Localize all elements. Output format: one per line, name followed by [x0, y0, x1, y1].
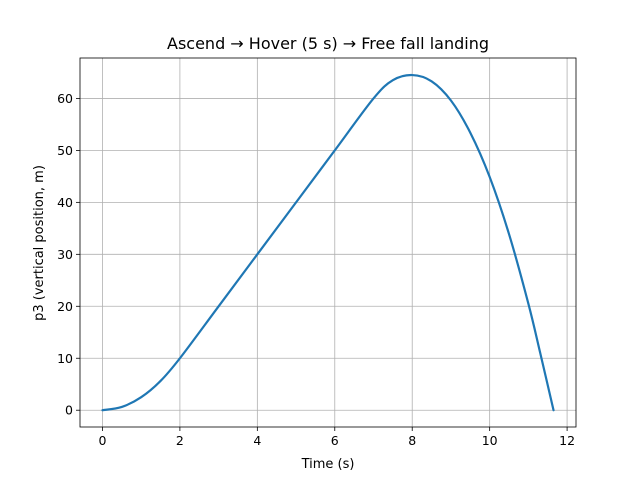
- grid-layer: [80, 58, 576, 427]
- y-tick-label: 60: [57, 91, 73, 106]
- series-layer: [101, 73, 555, 412]
- y-tick-label: 20: [57, 299, 73, 314]
- y-ticks: 0 10 20 30 40 50 60: [57, 91, 80, 418]
- x-tick-label: 2: [176, 433, 184, 448]
- y-tick-label: 50: [57, 143, 73, 158]
- y-tick-label: 30: [57, 247, 73, 262]
- x-ticks: 0 2 4 6 8 10 12: [98, 427, 575, 448]
- x-tick-label: 4: [253, 433, 261, 448]
- x-tick-label: 12: [559, 433, 575, 448]
- plot-frame: [79, 57, 577, 428]
- y-axis-label: p3 (vertical position, m): [32, 165, 47, 321]
- chart-title: Ascend → Hover (5 s) → Free fall landing: [167, 34, 489, 53]
- y-tick-label: 0: [65, 403, 73, 418]
- x-tick-label: 8: [408, 433, 416, 448]
- x-tick-label: 0: [98, 433, 106, 448]
- x-axis-label: Time (s): [301, 457, 355, 472]
- series-line: [101, 73, 555, 412]
- y-tick-label: 10: [57, 351, 73, 366]
- x-tick-label: 10: [482, 433, 498, 448]
- y-tick-label: 40: [57, 195, 73, 210]
- x-tick-label: 6: [331, 433, 339, 448]
